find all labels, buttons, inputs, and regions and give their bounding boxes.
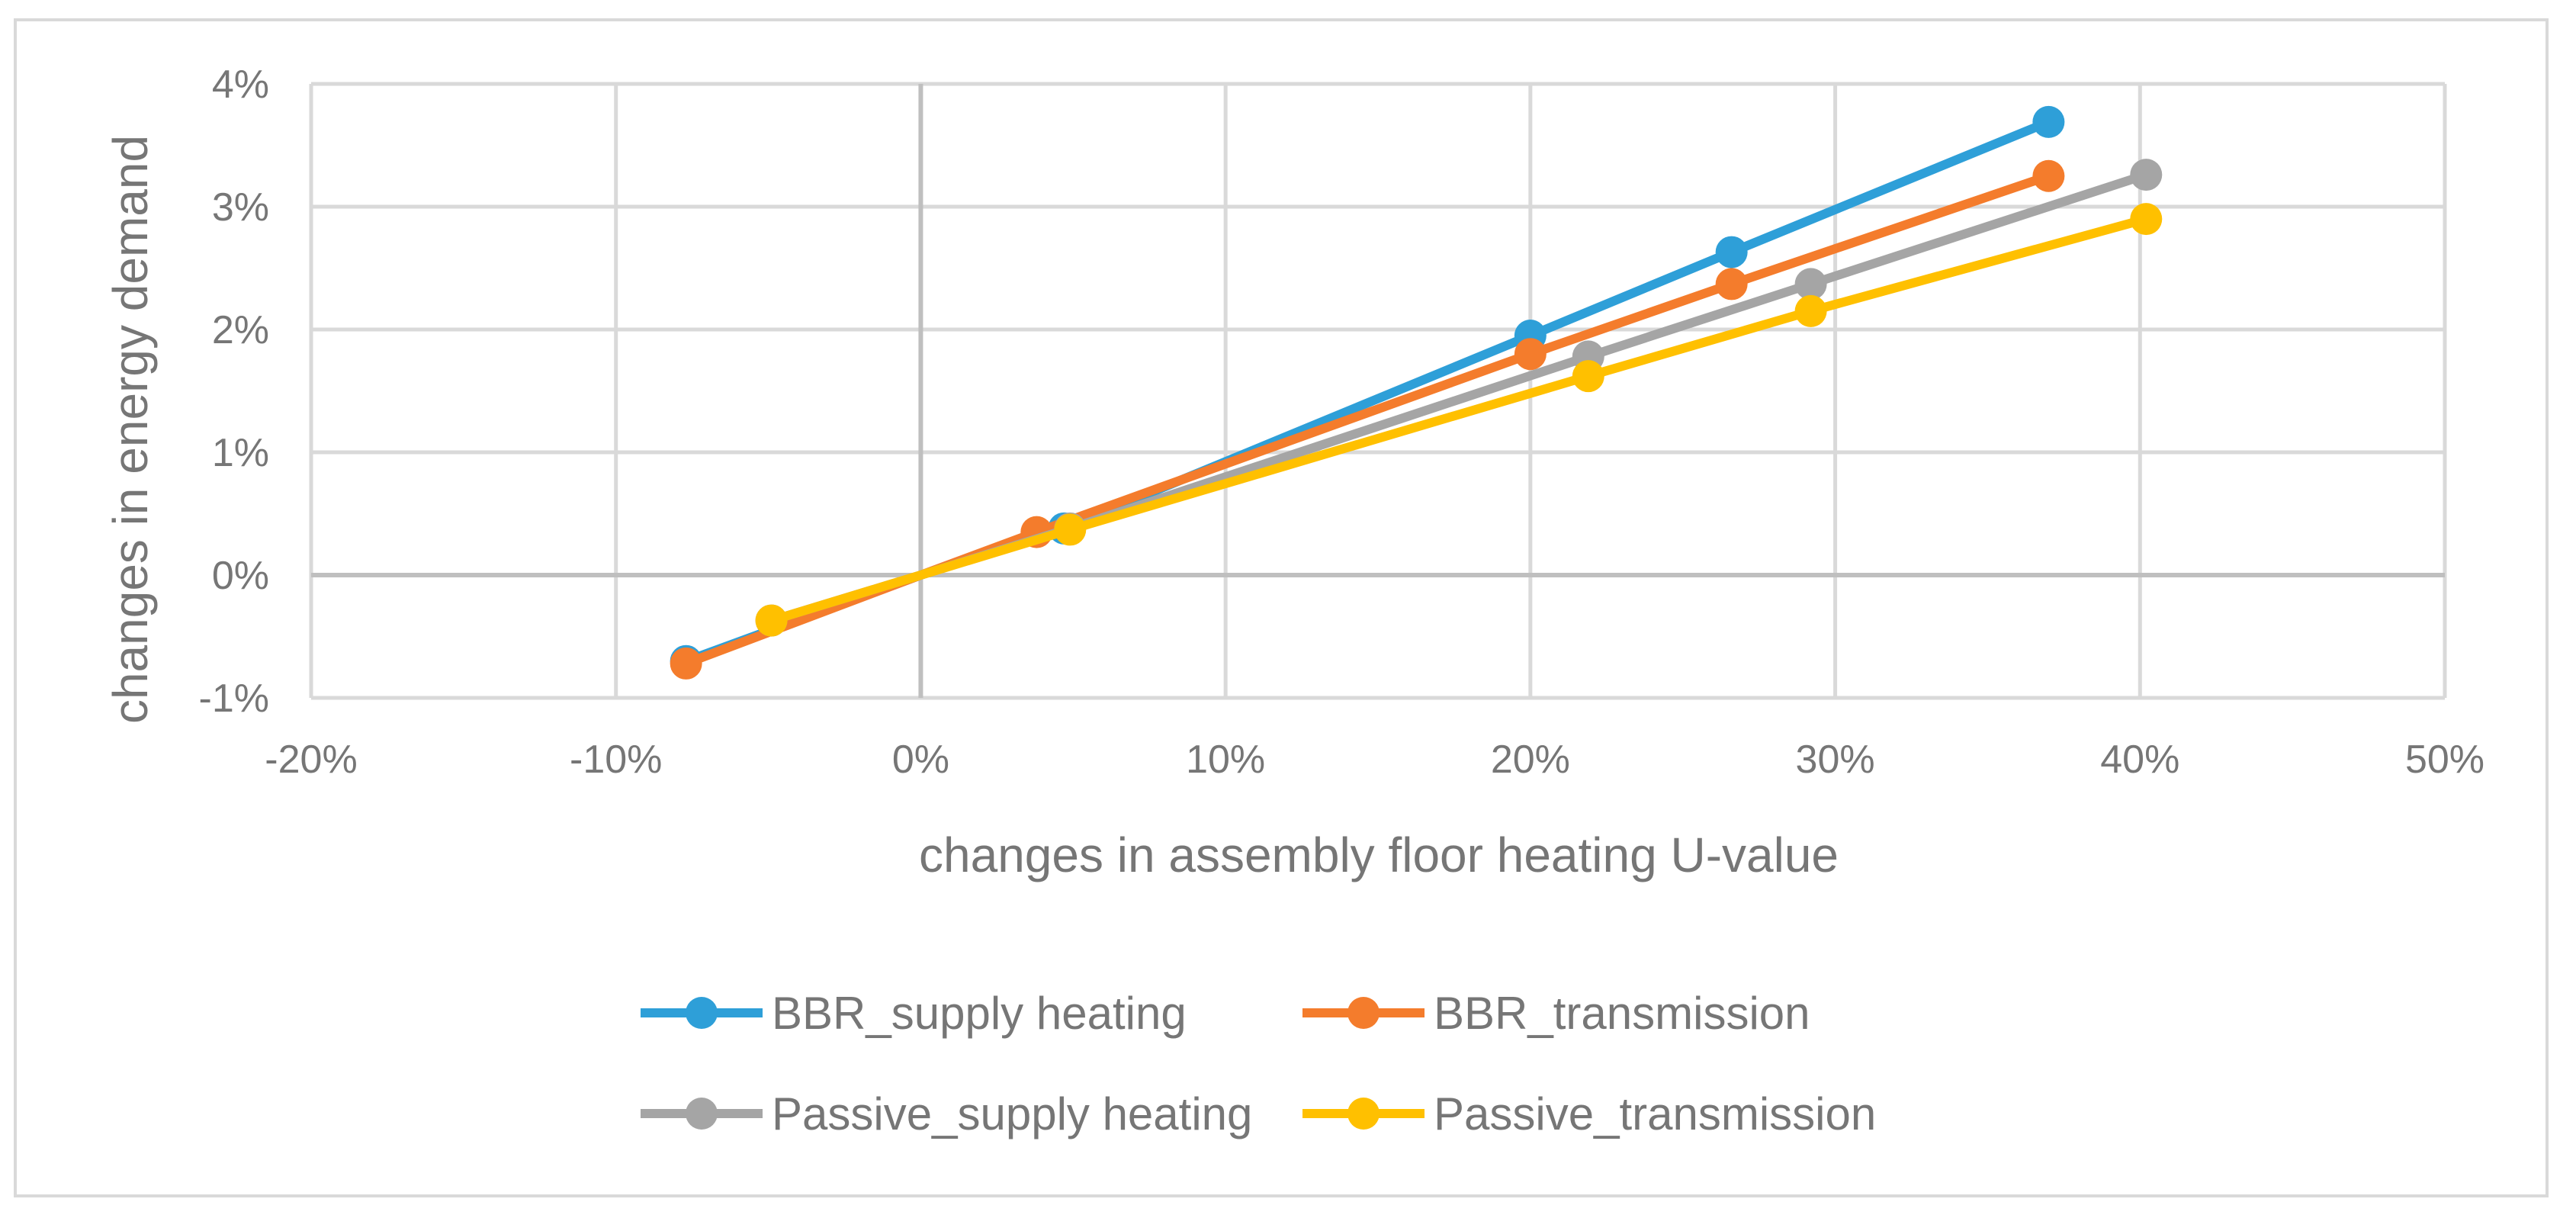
legend-label: Passive_supply heating xyxy=(772,1088,1252,1139)
series-line xyxy=(769,214,2147,625)
data-point xyxy=(1054,513,1087,546)
legend-item: BBR_transmission xyxy=(1302,988,1810,1039)
data-point xyxy=(1794,294,1827,327)
legend-label: BBR_supply heating xyxy=(772,988,1187,1039)
y-tick-label: 0% xyxy=(212,554,269,598)
y-tick-label: 2% xyxy=(212,308,269,352)
x-tick-label: -20% xyxy=(265,738,357,782)
x-tick-label: 20% xyxy=(1491,738,1570,782)
legend-marker xyxy=(686,1098,718,1130)
legend-marker xyxy=(1347,1098,1380,1130)
y-tick-label: 1% xyxy=(212,431,269,475)
legend-label: Passive_transmission xyxy=(1434,1088,1876,1139)
data-point xyxy=(2130,203,2163,236)
y-tick-label: -1% xyxy=(199,677,269,721)
x-tick-label: 50% xyxy=(2405,738,2484,782)
gridlines xyxy=(309,82,2447,700)
chart-frame xyxy=(14,18,2549,1197)
legend-item: BBR_supply heating xyxy=(641,988,1187,1039)
x-tick-label: 30% xyxy=(1796,738,1875,782)
legend-item: Passive_supply heating xyxy=(641,1088,1252,1139)
legend-marker xyxy=(1347,997,1380,1029)
zero-axes xyxy=(311,84,2445,698)
data-point xyxy=(1794,268,1827,301)
x-tick-label: 10% xyxy=(1186,738,1265,782)
data-point xyxy=(1715,236,1748,268)
y-tick-label: 3% xyxy=(212,185,269,230)
legend-label: BBR_transmission xyxy=(1434,988,1810,1039)
y-tick-label: 4% xyxy=(212,63,269,107)
series-lines xyxy=(670,105,2163,680)
x-tick-labels: -20% -10% 0% 10% 20% 30% 40% 50% xyxy=(265,738,2484,782)
x-tick-label: 40% xyxy=(2100,738,2179,782)
data-point xyxy=(2032,159,2065,192)
data-point xyxy=(755,604,788,637)
legend: BBR_supply heating BBR_transmission Passiv… xyxy=(641,988,1876,1139)
series-line xyxy=(684,172,2051,668)
data-point xyxy=(1715,268,1748,301)
data-point xyxy=(1514,338,1547,371)
x-tick-label: -10% xyxy=(570,738,662,782)
data-point xyxy=(2032,105,2065,138)
data-point xyxy=(670,647,702,680)
legend-marker xyxy=(686,997,718,1029)
data-point xyxy=(2130,159,2163,191)
data-point xyxy=(1572,360,1604,393)
y-axis-title: changes in energy demand xyxy=(103,135,158,724)
series-1 xyxy=(670,159,2065,680)
legend-item: Passive_transmission xyxy=(1302,1088,1876,1139)
x-tick-label: 0% xyxy=(892,738,949,782)
y-tick-labels: -1% 0% 1% 2% 3% 4% xyxy=(199,63,269,721)
series-3 xyxy=(755,203,2163,637)
x-axis-title: changes in assembly floor heating U-valu… xyxy=(919,828,1839,882)
